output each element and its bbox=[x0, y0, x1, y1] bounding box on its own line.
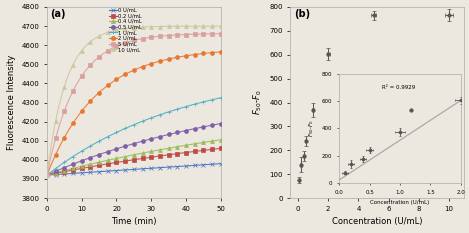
Y-axis label: $F_{50}$-$F_0$: $F_{50}$-$F_0$ bbox=[251, 90, 264, 115]
X-axis label: Concentration (U/mL): Concentration (U/mL) bbox=[332, 217, 423, 226]
Text: (a): (a) bbox=[50, 9, 66, 19]
Legend: 0 U/mL, 0.2 U/mL, 0.4 U/mL, 0.5 U/mL, 1 U/mL, 2 U/mL, 5 U/mL, 10 U/mL: 0 U/mL, 0.2 U/mL, 0.4 U/mL, 0.5 U/mL, 1 … bbox=[109, 8, 142, 52]
X-axis label: Time (min): Time (min) bbox=[111, 217, 157, 226]
Y-axis label: Fluorescence Intensity: Fluorescence Intensity bbox=[7, 55, 15, 150]
Text: (b): (b) bbox=[294, 9, 310, 19]
